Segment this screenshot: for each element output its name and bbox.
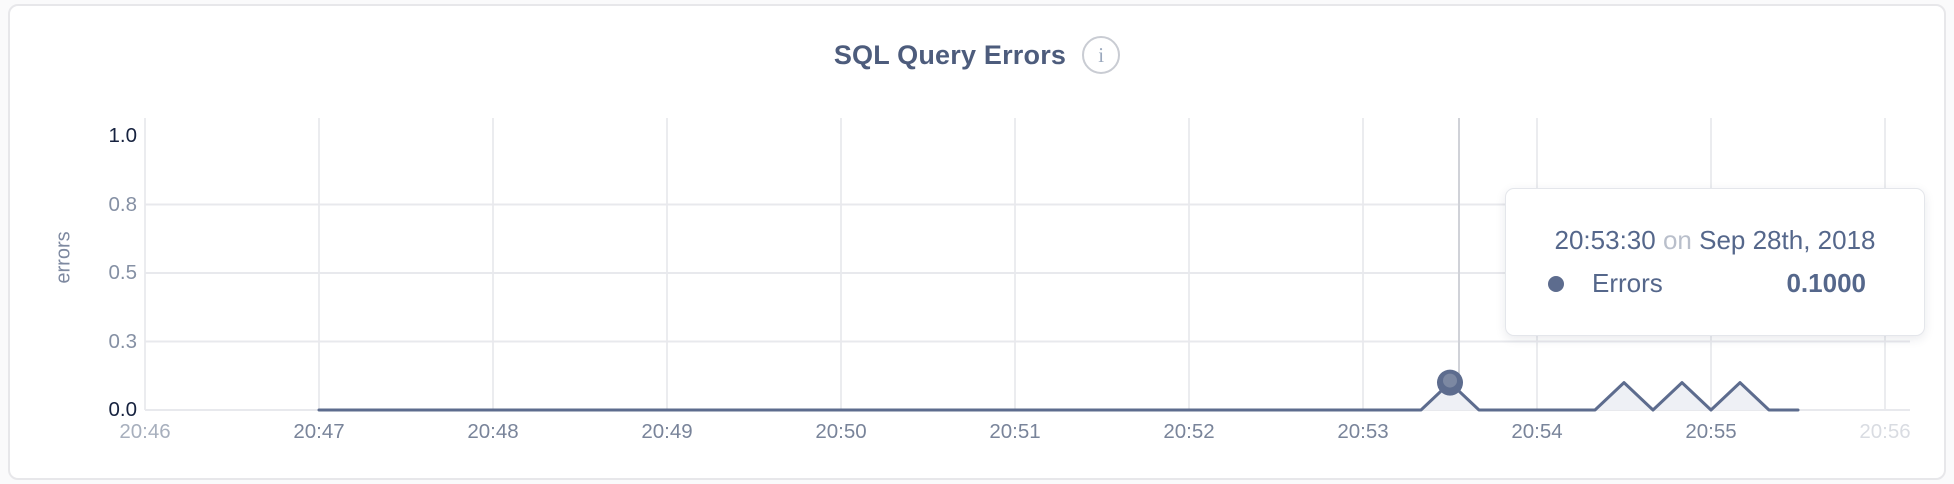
chart-header: SQL Query Errors i xyxy=(10,36,1944,74)
x-tick-label: 20:55 xyxy=(1685,420,1737,443)
series-dot-icon xyxy=(1548,275,1564,292)
tooltip-series-label: Errors xyxy=(1592,268,1663,298)
x-tick-label: 20:50 xyxy=(815,420,867,443)
y-tick-label: 0.8 xyxy=(108,192,138,216)
tooltip-timestamp: 20:53:30 on Sep 28th, 2018 xyxy=(1506,225,1924,256)
tooltip-time: 20:53:30 xyxy=(1554,225,1656,255)
series-area xyxy=(319,382,1798,410)
tooltip-date: Sep 28th, 2018 xyxy=(1699,225,1876,255)
y-tick-label: 0.5 xyxy=(108,261,138,284)
x-tick-label: 20:46 xyxy=(119,420,171,443)
y-tick-label: 0.3 xyxy=(108,329,138,353)
x-tick-label: 20:53 xyxy=(1337,420,1389,443)
x-tick-label: 20:48 xyxy=(467,420,519,443)
hovered-point-marker-inner xyxy=(1443,373,1457,388)
info-icon[interactable]: i xyxy=(1082,36,1121,74)
tooltip-connector: on xyxy=(1662,225,1692,255)
chart-title: SQL Query Errors xyxy=(833,39,1067,70)
x-tick-label: 20:52 xyxy=(1163,420,1215,443)
x-tick-label: 20:51 xyxy=(989,420,1041,443)
x-tick-label: 20:47 xyxy=(293,420,345,443)
x-tick-label: 20:49 xyxy=(641,420,693,443)
x-tick-label: 20:56 xyxy=(1859,420,1911,443)
series-line xyxy=(317,381,1800,412)
chart-card: SQL Query Errors i errors 1.0 0.8 0.5 0.3 0.… xyxy=(8,4,1946,480)
y-tick-label: 1.0 xyxy=(108,124,138,147)
chart-tooltip: 20:53:30 on Sep 28th, 2018 Errors 0.1000 xyxy=(1505,188,1925,336)
x-tick-label: 20:54 xyxy=(1511,420,1563,443)
tooltip-series-value: 0.1000 xyxy=(1786,268,1866,298)
y-tick-label: 0.0 xyxy=(108,398,138,421)
tooltip-series-row: Errors 0.1000 xyxy=(1506,268,1924,299)
